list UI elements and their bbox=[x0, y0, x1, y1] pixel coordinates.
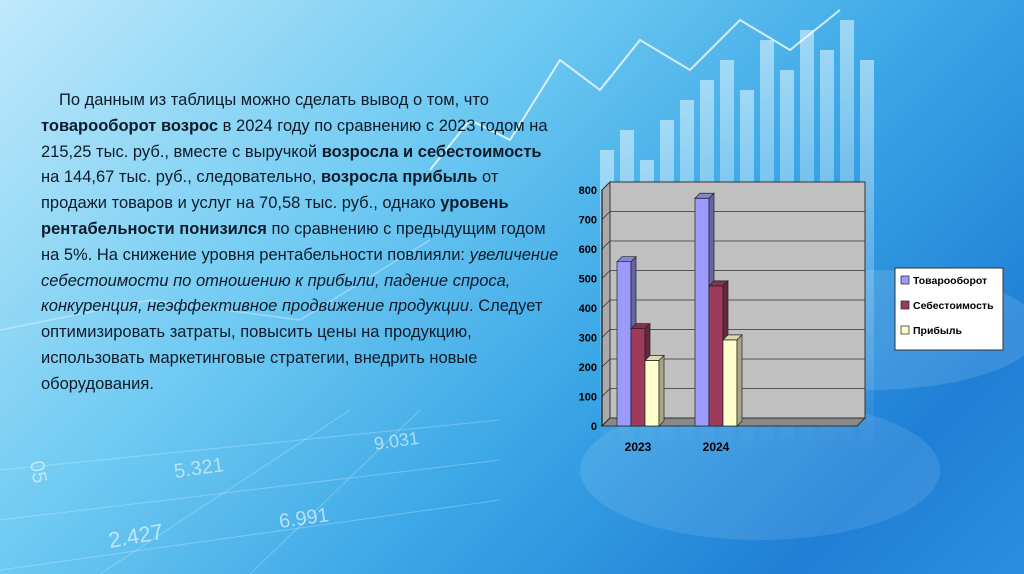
x-tick-label: 2023 bbox=[625, 440, 652, 454]
paragraph-segment: от продажи товаров и услуг на 70,58 тыс.… bbox=[41, 168, 499, 213]
bar-0-1 bbox=[694, 197, 710, 427]
y-tick-label: 700 bbox=[579, 215, 597, 227]
bar-side-2-1 bbox=[736, 334, 743, 427]
slide-paragraph: По данным из таблицы можно сделать вывод… bbox=[41, 88, 561, 398]
paragraph-segment: . Следует оптимизировать затраты, повыси… bbox=[41, 297, 543, 393]
background-perspective-grid bbox=[0, 409, 501, 574]
chart-gridline-side bbox=[601, 299, 611, 309]
bg-number-5: 05 bbox=[25, 459, 51, 485]
chart-gridline-side bbox=[601, 240, 611, 250]
y-tick-label: 300 bbox=[579, 333, 597, 345]
y-tick-label: 400 bbox=[579, 303, 597, 315]
paragraph-segment: уровень рентабельности понизился bbox=[41, 194, 509, 238]
paragraph-segment: возросла и себестоимость bbox=[321, 142, 542, 161]
y-tick-label: 600 bbox=[579, 244, 597, 256]
legend-swatch bbox=[900, 325, 910, 335]
y-tick-label: 100 bbox=[579, 392, 597, 404]
bar-side-2-0 bbox=[658, 354, 665, 427]
bar-1-1 bbox=[708, 285, 724, 427]
legend-label: Товарооборот bbox=[913, 275, 987, 287]
chart-gridline-side bbox=[601, 181, 611, 191]
bg-number-1: 5.321 bbox=[173, 454, 226, 483]
bar-chart: 0 100 200 300 400 500 600 700 800 2023 2024 Товароо… bbox=[570, 170, 1010, 460]
background-line bbox=[429, 9, 841, 171]
chart-gridline-side bbox=[601, 329, 611, 338]
paragraph-segment: по сравнению с предыдущим годом на 5%. Н… bbox=[41, 219, 546, 264]
legend-label: Себестоимость bbox=[913, 300, 994, 312]
bar-0-0 bbox=[616, 261, 632, 427]
bar-1-0 bbox=[630, 328, 646, 427]
paragraph-segment: товарооборот возрос bbox=[41, 116, 219, 135]
y-tick-label: 800 bbox=[579, 185, 597, 197]
paragraph-text: По данным из таблицы можно сделать вывод… bbox=[41, 88, 561, 398]
bar-2-1 bbox=[722, 339, 738, 427]
y-tick-label: 0 bbox=[591, 421, 597, 433]
bg-number-4: 6.991 bbox=[278, 504, 331, 533]
paragraph-segment: По данным из таблицы можно сделать вывод… bbox=[59, 91, 489, 109]
paragraph-segment: в 2024 году по сравнению с 2023 годом на… bbox=[41, 116, 548, 161]
legend-swatch bbox=[900, 275, 910, 285]
chart-legend bbox=[894, 267, 1004, 351]
y-tick-label: 500 bbox=[579, 274, 597, 286]
paragraph-segment: на 144,67 тыс. руб., следовательно, bbox=[41, 168, 321, 187]
chart-gridline-side bbox=[601, 388, 611, 397]
paragraph-segment: возросла прибыль bbox=[320, 168, 478, 187]
bar-2-0 bbox=[644, 360, 660, 427]
chart-gridline-side bbox=[601, 358, 611, 368]
legend-label: Прибыль bbox=[913, 325, 963, 337]
chart-gridline-side bbox=[601, 270, 611, 279]
y-tick-label: 200 bbox=[579, 362, 597, 374]
chart-gridline-side bbox=[601, 417, 611, 427]
chart-gridline-side bbox=[601, 211, 611, 220]
x-tick-label: 2024 bbox=[703, 440, 730, 454]
paragraph-segment: увеличение себестоимости по отношению к … bbox=[41, 245, 559, 316]
legend-swatch bbox=[900, 300, 910, 310]
